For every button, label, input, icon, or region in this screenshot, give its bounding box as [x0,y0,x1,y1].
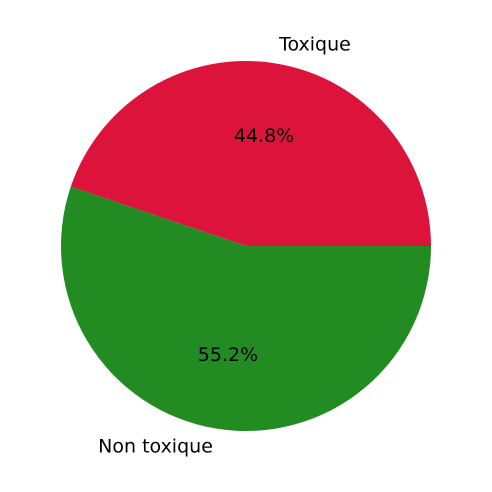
slice-percent-label-non-toxique: 55.2% [198,344,258,366]
pie-slice-toxique [70,60,432,246]
slice-label-non-toxique: Non toxique [98,435,213,457]
pie-slice-non-toxique [61,186,432,431]
slice-percent-label-toxique: 44.8% [234,125,294,147]
slice-label-toxique: Toxique [278,34,351,56]
